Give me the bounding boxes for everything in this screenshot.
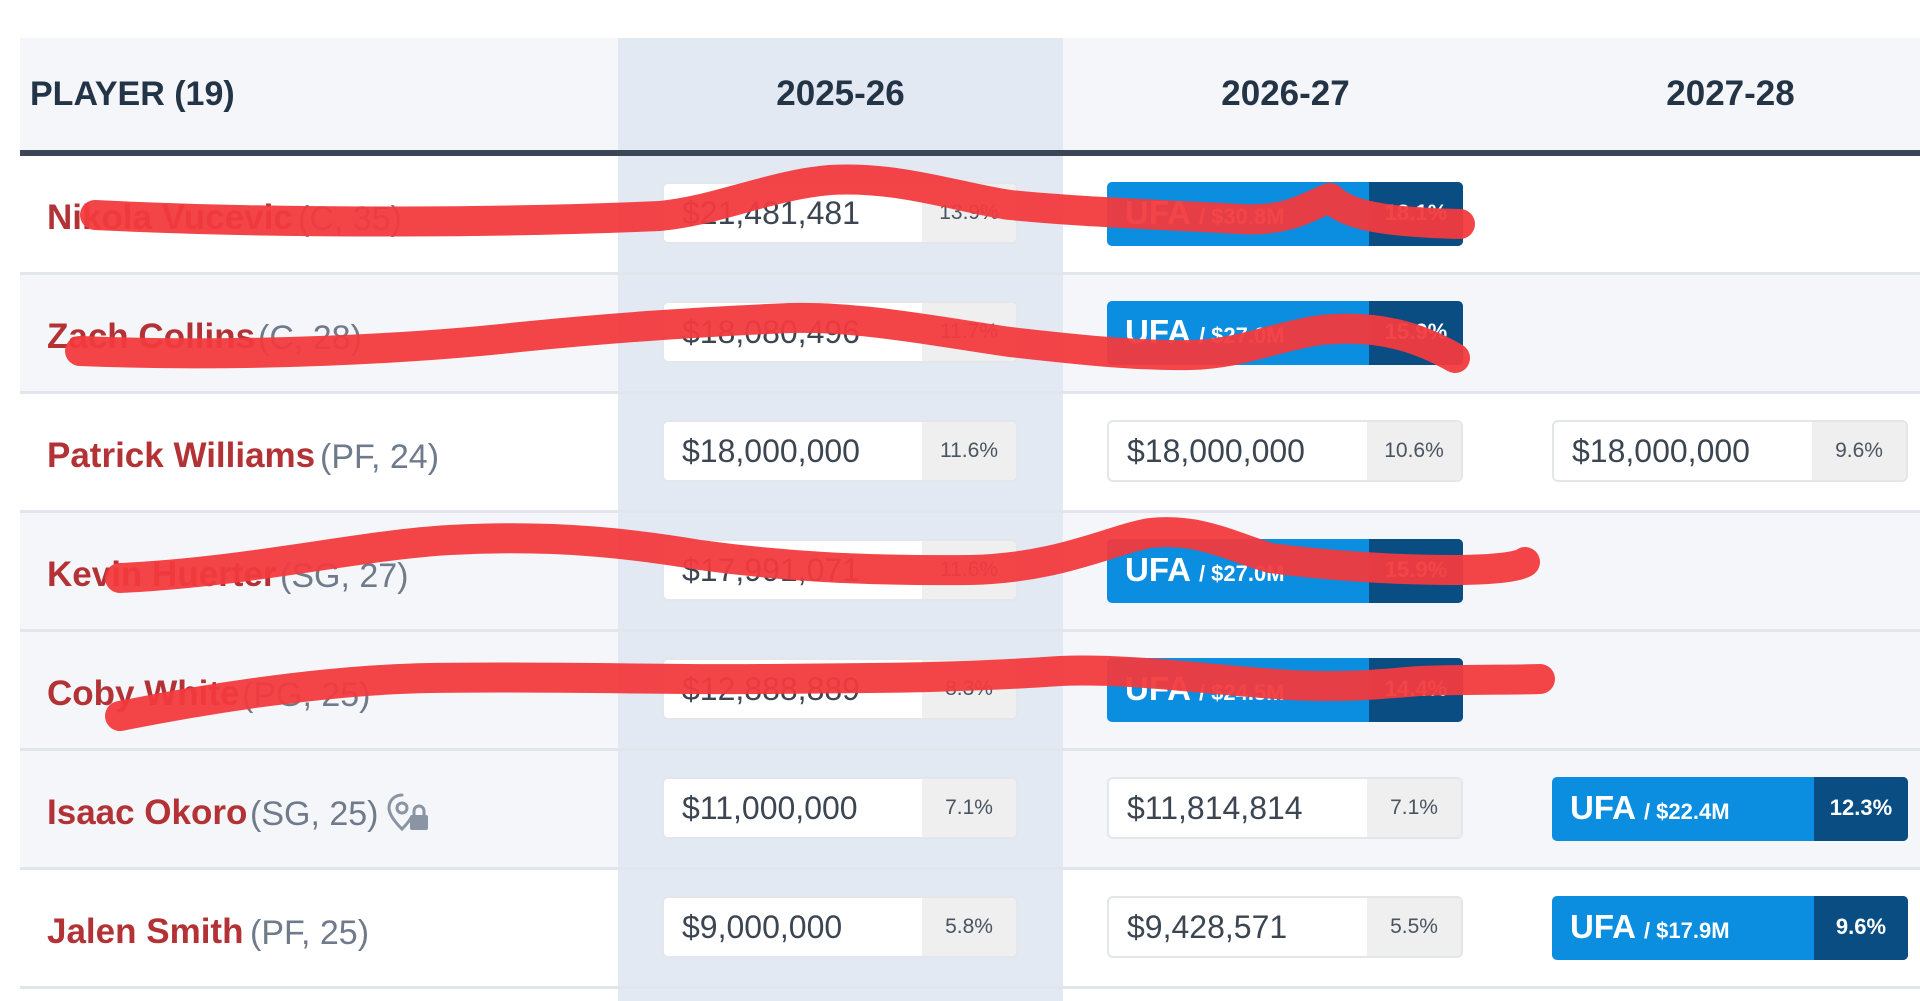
ufa-status: UFA [1125, 194, 1190, 231]
ufa-label: UFA / $22.4M [1570, 777, 1730, 841]
header-player-count[interactable]: PLAYER (19) [30, 75, 235, 113]
ufa-detail: / $27.0M [1198, 323, 1285, 348]
salary-cell[interactable]: $9,428,571 5.5% [1107, 896, 1463, 958]
ufa-cell[interactable]: UFA / $30.8M 18.1% [1107, 182, 1463, 246]
salary-amount: $21,481,481 [682, 195, 860, 231]
player-meta: (SG, 25) [250, 795, 379, 833]
ufa-cell[interactable]: UFA / $24.5M 14.4% [1107, 658, 1463, 722]
ufa-cell[interactable]: UFA / $22.4M 12.3% [1552, 777, 1908, 841]
cap-percent: 18.1% [1369, 182, 1463, 246]
salary-cell[interactable]: $9,000,000 5.8% [662, 896, 1018, 958]
ufa-cell[interactable]: UFA / $17.9M 9.6% [1552, 896, 1908, 960]
ufa-label: UFA / $27.0M [1125, 539, 1285, 603]
cap-percent: 11.6% [922, 422, 1016, 480]
ufa-cell[interactable]: UFA / $27.0M 15.9% [1107, 539, 1463, 603]
player-name[interactable]: Isaac Okoro [47, 793, 248, 832]
player-meta: (C, 28) [258, 319, 362, 357]
cap-percent: 13.9% [922, 184, 1016, 242]
player-name[interactable]: Jalen Smith [47, 912, 244, 951]
cap-percent: 5.5% [1367, 898, 1461, 956]
player-meta: (SG, 27) [280, 557, 409, 595]
salary-cell[interactable]: $18,000,000 10.6% [1107, 420, 1463, 482]
table-row: Coby White (PG, 25) $12,888,889 8.3% UFA… [20, 632, 1920, 751]
ufa-detail: / $24.5M [1198, 680, 1285, 705]
salary-cell[interactable]: $18,000,000 9.6% [1552, 420, 1908, 482]
ufa-detail: / $27.0M [1198, 561, 1285, 586]
ufa-status: UFA [1125, 551, 1190, 588]
header-season-2026[interactable]: 2026-27 [1221, 74, 1350, 113]
ufa-status: UFA [1570, 789, 1635, 826]
cap-percent: 9.6% [1812, 422, 1906, 480]
salary-amount: $18,000,000 [682, 433, 860, 469]
location-lock-icon[interactable] [386, 791, 428, 833]
table-row: Kevin Huerter (SG, 27) $17,991,071 11.6%… [20, 513, 1920, 632]
header-season-2027[interactable]: 2027-28 [1666, 74, 1795, 113]
ufa-detail: / $30.8M [1198, 204, 1285, 229]
salary-cell[interactable]: $17,991,071 11.6% [662, 539, 1018, 601]
table-header: PLAYER (19) 2025-26 2026-27 2027-28 [20, 38, 1920, 150]
salary-amount: $9,428,571 [1127, 909, 1288, 945]
player-name[interactable]: Coby White [47, 674, 240, 713]
table-row: Patrick Williams (PF, 24) $18,000,000 11… [20, 394, 1920, 513]
salary-cell[interactable]: $11,000,000 7.1% [662, 777, 1018, 839]
header-divider [20, 150, 1920, 156]
cap-percent: 12.3% [1814, 777, 1908, 841]
cap-percent: 10.6% [1367, 422, 1461, 480]
salary-amount: $17,991,071 [682, 552, 860, 588]
cap-percent: 15.9% [1369, 301, 1463, 365]
table-row: Jalen Smith (PF, 25) $9,000,000 5.8% $9,… [20, 870, 1920, 989]
ufa-detail: / $22.4M [1643, 799, 1730, 824]
cap-percent: 5.8% [922, 898, 1016, 956]
salary-cell[interactable]: $11,814,814 7.1% [1107, 777, 1463, 839]
ufa-label: UFA / $30.8M [1125, 182, 1285, 246]
ufa-label: UFA / $24.5M [1125, 658, 1285, 722]
player-meta: (C, 35) [298, 200, 402, 238]
salary-amount: $11,814,814 [1127, 790, 1303, 826]
cap-percent: 14.4% [1369, 658, 1463, 722]
salary-cell[interactable]: $18,000,000 11.6% [662, 420, 1018, 482]
cap-percent: 15.9% [1369, 539, 1463, 603]
table-row: Nikola Vucevic (C, 35) $21,481,481 13.9%… [20, 156, 1920, 275]
salary-cell[interactable]: $18,080,496 11.7% [662, 301, 1018, 363]
salary-amount: $18,000,000 [1127, 433, 1305, 469]
ufa-status: UFA [1125, 313, 1190, 350]
salary-cell[interactable]: $12,888,889 8.3% [662, 658, 1018, 720]
salary-table: PLAYER (19) 2025-26 2026-27 2027-28 Niko… [20, 38, 1920, 1001]
salary-cell[interactable]: $21,481,481 13.9% [662, 182, 1018, 244]
ufa-detail: / $17.9M [1643, 918, 1730, 943]
player-name[interactable]: Kevin Huerter [47, 555, 277, 594]
ufa-cell[interactable]: UFA / $27.0M 15.9% [1107, 301, 1463, 365]
cap-percent: 7.1% [1367, 779, 1461, 837]
ufa-label: UFA / $27.0M [1125, 301, 1285, 365]
ufa-label: UFA / $17.9M [1570, 896, 1730, 960]
table-row: Isaac Okoro (SG, 25) $11,000,000 7.1% $1… [20, 751, 1920, 870]
salary-amount: $9,000,000 [682, 909, 843, 945]
salary-amount: $18,080,496 [682, 314, 860, 350]
player-name[interactable]: Zach Collins [47, 317, 256, 356]
salary-amount: $12,888,889 [682, 671, 860, 707]
table-row: Zach Collins (C, 28) $18,080,496 11.7% U… [20, 275, 1920, 394]
cap-percent: 7.1% [922, 779, 1016, 837]
ufa-status: UFA [1570, 908, 1635, 945]
cap-percent: 9.6% [1814, 896, 1908, 960]
player-meta: (PF, 24) [320, 438, 440, 476]
player-meta: (PG, 25) [242, 676, 371, 714]
salary-amount: $11,000,000 [682, 790, 858, 826]
player-name[interactable]: Nikola Vucevic [47, 198, 293, 237]
cap-percent: 11.7% [922, 303, 1016, 361]
salary-amount: $18,000,000 [1572, 433, 1750, 469]
cap-percent: 8.3% [922, 660, 1016, 718]
header-season-2025[interactable]: 2025-26 [776, 74, 905, 113]
header-highlight [618, 38, 1063, 150]
player-meta: (PF, 25) [250, 914, 370, 952]
player-name[interactable]: Patrick Williams [47, 436, 316, 475]
cap-percent: 11.6% [922, 541, 1016, 599]
ufa-status: UFA [1125, 670, 1190, 707]
